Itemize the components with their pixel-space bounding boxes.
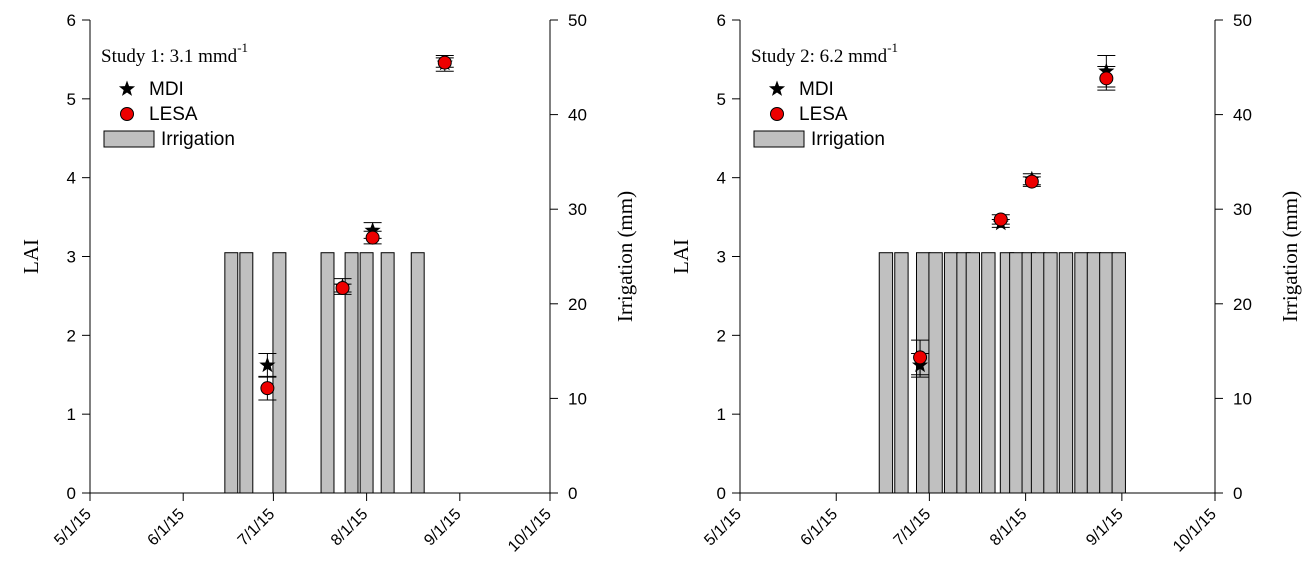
irrigation-bar	[1086, 252, 1102, 494]
y2-tick-label: 20	[568, 295, 587, 314]
irrigation-bar	[915, 252, 931, 494]
irrigation-bar	[320, 252, 335, 494]
y-tick-label: 4	[67, 169, 76, 188]
y-axis-label: LAI	[19, 239, 43, 274]
irrigation-bar	[943, 252, 959, 494]
y2-tick-label: 30	[1233, 200, 1252, 219]
chart-panel-1: 0 1 2 3 4 5 6 0 10 20 30 40 50 5/1/15 6/1/15 7/1/15 8/1/…	[19, 11, 637, 556]
y2-axis-label: Irrigation (mm)	[613, 191, 637, 322]
irrigation-bar	[965, 252, 981, 494]
x-tick-label: 7/1/15	[235, 506, 279, 550]
legend-star-marker	[118, 80, 136, 96]
y2-tick-label: 50	[568, 11, 587, 30]
y2-tick-label: 40	[568, 106, 587, 125]
y-tick-label: 0	[717, 484, 726, 503]
mdi-point	[259, 356, 276, 373]
irrigation-bar	[380, 252, 395, 494]
y2-tick-label: 0	[1233, 484, 1242, 503]
irrigation-bar	[981, 252, 996, 494]
y2-tick-label: 50	[1233, 11, 1252, 30]
irrigation-bar	[878, 252, 894, 494]
y-tick-label: 3	[717, 248, 726, 267]
irrigation-bar	[239, 252, 254, 494]
x-tick-label: 10/1/15	[505, 506, 555, 556]
legend-label: Irrigation	[161, 129, 235, 150]
legend-star-marker	[768, 80, 786, 96]
legend-label: MDI	[149, 79, 184, 100]
x-tick-label: 8/1/15	[987, 506, 1031, 550]
y-tick-label: 3	[67, 248, 76, 267]
chart-panel-2: 0 1 2 3 4 5 6 0 10 20 30 40 50 5/1/15 6/1/15 7/1/15 8/1/…	[669, 11, 1302, 556]
legend-label: LESA	[799, 104, 848, 125]
y2-tick-label: 10	[1233, 389, 1252, 408]
x-tick-label: 9/1/15	[1083, 506, 1127, 550]
y2-axis-label: Irrigation (mm)	[1278, 191, 1302, 322]
legend-label: MDI	[799, 79, 834, 100]
lesa-point	[260, 381, 275, 396]
lesa-point	[1099, 71, 1114, 86]
irrigation-bar	[1058, 252, 1074, 494]
irrigation-bar	[928, 252, 943, 494]
irrigation-bar	[1111, 252, 1126, 494]
y-tick-label: 1	[717, 405, 726, 424]
legend-label: Irrigation	[811, 129, 885, 150]
x-tick-label: 9/1/15	[421, 506, 465, 550]
lesa-point	[437, 55, 452, 70]
legend-circle-marker	[120, 107, 134, 121]
irrigation-bar	[272, 252, 287, 494]
lesa-point	[335, 281, 350, 296]
y-tick-label: 2	[67, 326, 76, 345]
legend-label: LESA	[149, 104, 198, 125]
legend-bar-swatch	[103, 130, 155, 148]
y-tick-label: 4	[717, 169, 726, 188]
annotation-superscript: -1	[887, 40, 898, 55]
legend-bar-swatch	[753, 130, 805, 148]
irrigation-bar	[1099, 252, 1114, 494]
annotation-superscript: -1	[237, 40, 248, 55]
y-tick-label: 2	[717, 326, 726, 345]
y-tick-label: 6	[717, 11, 726, 30]
y2-tick-label: 20	[1233, 295, 1252, 314]
y-tick-label: 5	[717, 90, 726, 109]
irrigation-bar	[359, 252, 374, 494]
study-annotation: Study 2: 6.2 mmd-1	[751, 40, 898, 67]
irrigation-bar	[1074, 252, 1089, 494]
x-tick-label: 6/1/15	[798, 506, 842, 550]
x-tick-label: 5/1/15	[701, 506, 745, 550]
y2-tick-label: 10	[568, 389, 587, 408]
irrigation-bar	[1030, 252, 1046, 494]
y2-tick-label: 30	[568, 200, 587, 219]
y2-tick-label: 40	[1233, 106, 1252, 125]
x-tick-label: 5/1/15	[51, 506, 95, 550]
legend-circle-marker	[770, 107, 784, 121]
y-axis-label: LAI	[669, 239, 693, 274]
x-tick-label: 10/1/15	[1170, 506, 1220, 556]
study-annotation: Study 1: 3.1 mmd-1	[101, 40, 248, 67]
irrigation-bar	[224, 252, 239, 494]
y-tick-label: 0	[67, 484, 76, 503]
lesa-point	[993, 212, 1008, 227]
y2-tick-label: 0	[568, 484, 577, 503]
irrigation-bar	[1009, 252, 1024, 494]
y-tick-label: 5	[67, 90, 76, 109]
y-tick-label: 6	[67, 11, 76, 30]
x-tick-label: 8/1/15	[328, 506, 372, 550]
irrigation-bar	[894, 252, 909, 494]
y-tick-label: 1	[67, 405, 76, 424]
lesa-point	[913, 350, 928, 365]
irrigation-bar	[1043, 252, 1058, 494]
mdi-point	[364, 221, 381, 238]
lesa-point	[1024, 174, 1039, 189]
x-tick-label: 6/1/15	[145, 506, 189, 550]
x-tick-label: 7/1/15	[891, 506, 935, 550]
lesa-point	[365, 230, 380, 245]
irrigation-bar	[410, 252, 425, 494]
